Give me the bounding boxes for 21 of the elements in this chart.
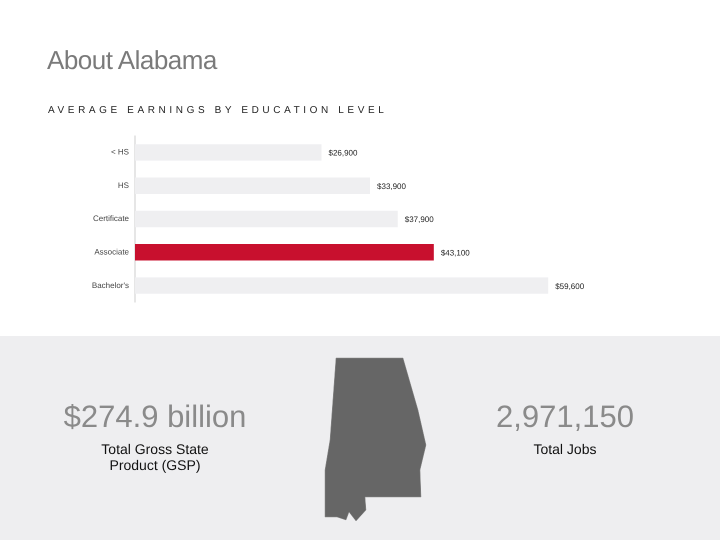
data-label: $26,900 bbox=[328, 148, 358, 158]
y-tick-label: Certificate bbox=[92, 214, 130, 224]
data-label: $43,100 bbox=[440, 248, 470, 258]
y-tick-label: < HS bbox=[110, 148, 129, 157]
text: Total Jobs bbox=[532, 441, 598, 457]
chart-subtitle: AVERAGE EARNINGS BY EDUCATION LEVEL bbox=[48, 105, 388, 116]
data-label: $59,600 bbox=[555, 282, 585, 291]
text: 2,971,150 bbox=[495, 399, 635, 435]
bar bbox=[135, 144, 322, 161]
bar bbox=[135, 177, 370, 194]
text: $274.9 billion bbox=[62, 399, 248, 435]
y-tick-label: Associate bbox=[94, 247, 130, 256]
bar bbox=[135, 244, 434, 261]
bar bbox=[135, 210, 398, 228]
bar bbox=[135, 277, 548, 294]
chart-title: About Alabama bbox=[47, 45, 217, 76]
data-label: $33,900 bbox=[377, 182, 407, 191]
text: Total Gross State Product (GSP) bbox=[100, 441, 210, 473]
y-tick-label: Bachelor's bbox=[92, 280, 129, 290]
y-tick-label: HS bbox=[118, 180, 129, 190]
data-label: $37,900 bbox=[404, 215, 434, 224]
